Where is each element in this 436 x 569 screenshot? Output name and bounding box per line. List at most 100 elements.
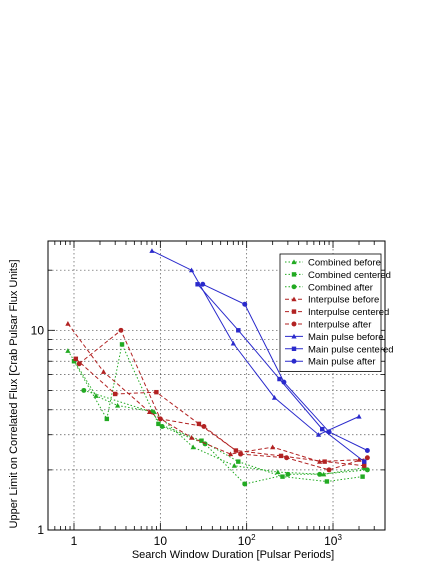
legend-label: Interpulse centered [308,307,389,318]
legend-label: Main pulse before [308,332,384,343]
data-point [93,393,99,398]
legend-label: Interpulse after [308,320,371,331]
data-point [242,301,248,307]
data-point [81,387,87,393]
data-point [270,444,276,450]
plot-frame [47,240,386,531]
data-point [275,469,281,475]
data-point [149,248,155,253]
data-point [236,328,241,333]
data-point [278,453,284,459]
series-line [78,329,368,471]
legend-label: Interpulse before [308,295,379,306]
data-point [73,356,79,361]
data-point [362,459,367,464]
data-point [280,474,285,479]
legend-entry: Combined before [285,258,381,269]
data-point [154,389,159,395]
data-point [119,342,125,347]
data-point [200,281,206,287]
legend-entry: Interpulse centered [285,307,389,318]
data-point [65,348,71,353]
data-point [190,444,196,450]
data-point [156,421,161,427]
data-point [271,395,278,400]
data-point [291,296,297,302]
data-point [320,426,325,432]
series-combined-after [81,387,370,487]
data-point [315,432,322,437]
data-point [76,361,82,367]
x-tick-label: 10 [154,534,168,548]
series-line [73,342,363,483]
data-point [317,459,323,464]
legend-label: Combined after [308,282,373,293]
legend-entry: Interpulse after [285,320,371,331]
data-point [291,321,297,327]
data-point [230,340,236,346]
data-point [364,448,370,454]
data-point [362,463,367,468]
data-point [157,416,163,422]
data-point [291,346,297,352]
data-point [242,481,248,487]
series-interpulse-after [76,327,370,473]
legend-label: Main pulse centered [308,344,394,355]
data-point [326,429,332,435]
data-point [71,359,77,364]
data-point [146,409,153,415]
data-point [322,459,327,464]
data-point [364,467,370,473]
frame-layer: 1 10 102 103 1 10 [31,240,386,548]
data-point [291,272,297,277]
y-tick-label: 10 [31,323,45,337]
data-point [104,416,110,422]
series-main-pulse-after [200,281,370,454]
data-point [115,402,121,408]
y-axis-label: Upper Limit on Correlated Flux [Crab Pul… [8,260,20,529]
data-point [291,333,297,339]
data-point [188,267,195,273]
series-interpulse-before [65,321,362,464]
data-point [291,358,297,364]
data-point [291,284,297,290]
data-point [281,379,287,385]
x-tick-label: 1 [71,534,78,548]
data-point [238,451,244,457]
data-point [236,459,241,464]
data-point [284,455,290,461]
data-point [100,369,107,374]
data-point [118,327,124,333]
x-tick-label: 102 [238,533,256,548]
legend-entry: Main pulse centered [285,344,394,355]
x-axis-label: Search Window Duration [Pulsar Periods] [132,549,334,561]
data-point [360,474,365,479]
data-point [291,259,297,265]
data-point [291,309,297,314]
data-point [326,467,332,473]
data-point [364,455,370,461]
series-line [67,323,360,463]
data-point [112,391,118,397]
series-main-pulse-centered [195,282,367,464]
data-point [201,423,207,429]
legend-box [279,253,382,372]
data-point [195,282,200,287]
legend-entry: Main pulse before [285,332,384,343]
data-point [321,471,327,477]
series-interpulse-centered [73,356,367,468]
legend-label: Main pulse after [308,357,376,368]
data-point [159,423,165,429]
y-tick-label: 1 [37,523,44,537]
legend-label: Combined before [308,258,381,269]
data-point [227,451,234,457]
data-point [356,413,362,419]
data-point [324,479,330,484]
legend-entry: Interpulse before [285,295,379,306]
data-point [199,438,204,443]
legend-label: Combined centered [308,270,391,281]
data-point [65,321,71,326]
